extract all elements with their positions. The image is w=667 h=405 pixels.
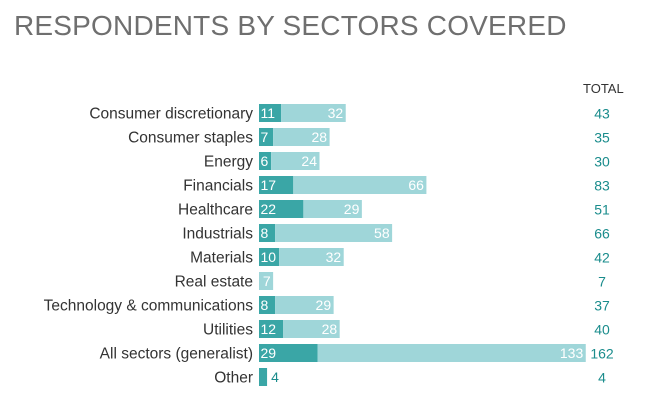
bar-segment-dark	[259, 296, 276, 314]
bar-segment-dark	[259, 128, 274, 146]
category-label: Real estate	[175, 274, 253, 291]
bar-value-label: 66	[408, 177, 424, 193]
total-value: 51	[594, 202, 610, 218]
bar-segment-light	[275, 224, 393, 242]
bar-segment-dark	[259, 200, 304, 218]
total-value: 7	[598, 274, 606, 290]
bar-segment-dark	[259, 104, 282, 122]
chart-title: RESPONDENTS BY SECTORS COVERED	[14, 10, 567, 41]
bar-value-label: 24	[301, 153, 317, 169]
category-label: Industrials	[182, 226, 253, 243]
bar-value-label: 10	[261, 249, 277, 265]
bar-segment-light	[283, 320, 340, 338]
bar-segment-light	[279, 248, 344, 266]
bar-value-label: 12	[261, 321, 277, 337]
total-value: 37	[594, 298, 610, 314]
bar-segment-dark	[259, 248, 280, 266]
total-value: 4	[598, 370, 606, 386]
bar-value-label: 28	[312, 129, 328, 145]
bar-segment-dark	[259, 368, 268, 386]
bar-value-label: 28	[322, 321, 338, 337]
bar-value-label: 133	[560, 345, 584, 361]
category-label: All sectors (generalist)	[100, 346, 253, 363]
total-value: 162	[590, 346, 614, 362]
category-label: Utilities	[203, 322, 253, 339]
bar-segment-dark	[259, 344, 318, 362]
bar-segment-light	[303, 200, 362, 218]
bar-value-label: 32	[328, 105, 344, 121]
bar-segment-light	[293, 176, 427, 194]
bar-value-label: 8	[261, 225, 269, 241]
bar-segment-light	[275, 296, 334, 314]
bar-value-label: 6	[261, 153, 269, 169]
category-label: Technology & communications	[44, 298, 254, 315]
category-label: Energy	[204, 154, 253, 171]
bar-value-label: 29	[261, 345, 277, 361]
total-column-header: TOTAL	[583, 81, 624, 96]
total-value: 35	[594, 130, 610, 146]
bar-segment-light	[271, 152, 320, 170]
bar-segment-dark	[259, 320, 284, 338]
bar-value-label: 7	[261, 129, 269, 145]
total-value: 30	[594, 154, 610, 170]
total-value: 66	[594, 226, 610, 242]
bar-segment-light	[281, 104, 346, 122]
category-label: Other	[214, 370, 253, 387]
bar-value-label: 22	[261, 201, 277, 217]
category-label: Consumer discretionary	[89, 106, 253, 123]
bar-segment-light	[273, 128, 330, 146]
total-value: 83	[594, 178, 610, 194]
bar-segment-dark	[259, 152, 272, 170]
category-label: Healthcare	[178, 202, 253, 219]
bar-segment-light	[317, 344, 586, 362]
bar-value-label: 4	[271, 369, 279, 385]
total-value: 40	[594, 322, 610, 338]
total-value: 43	[594, 106, 610, 122]
category-label: Materials	[190, 250, 253, 267]
bar-value-label: 17	[261, 177, 277, 193]
total-value: 42	[594, 250, 610, 266]
bar-value-label: 32	[326, 249, 342, 265]
bar-value-label: 58	[374, 225, 390, 241]
bar-value-label: 7	[263, 273, 271, 289]
bar-segment-dark	[259, 176, 294, 194]
category-label: Financials	[183, 178, 253, 195]
bar-segment-light	[259, 272, 274, 290]
bar-value-label: 11	[261, 105, 276, 121]
bar-value-label: 29	[316, 297, 332, 313]
category-label: Consumer staples	[128, 130, 253, 147]
bar-value-label: 29	[344, 201, 360, 217]
bar-segment-dark	[259, 224, 276, 242]
bar-value-label: 8	[261, 297, 269, 313]
